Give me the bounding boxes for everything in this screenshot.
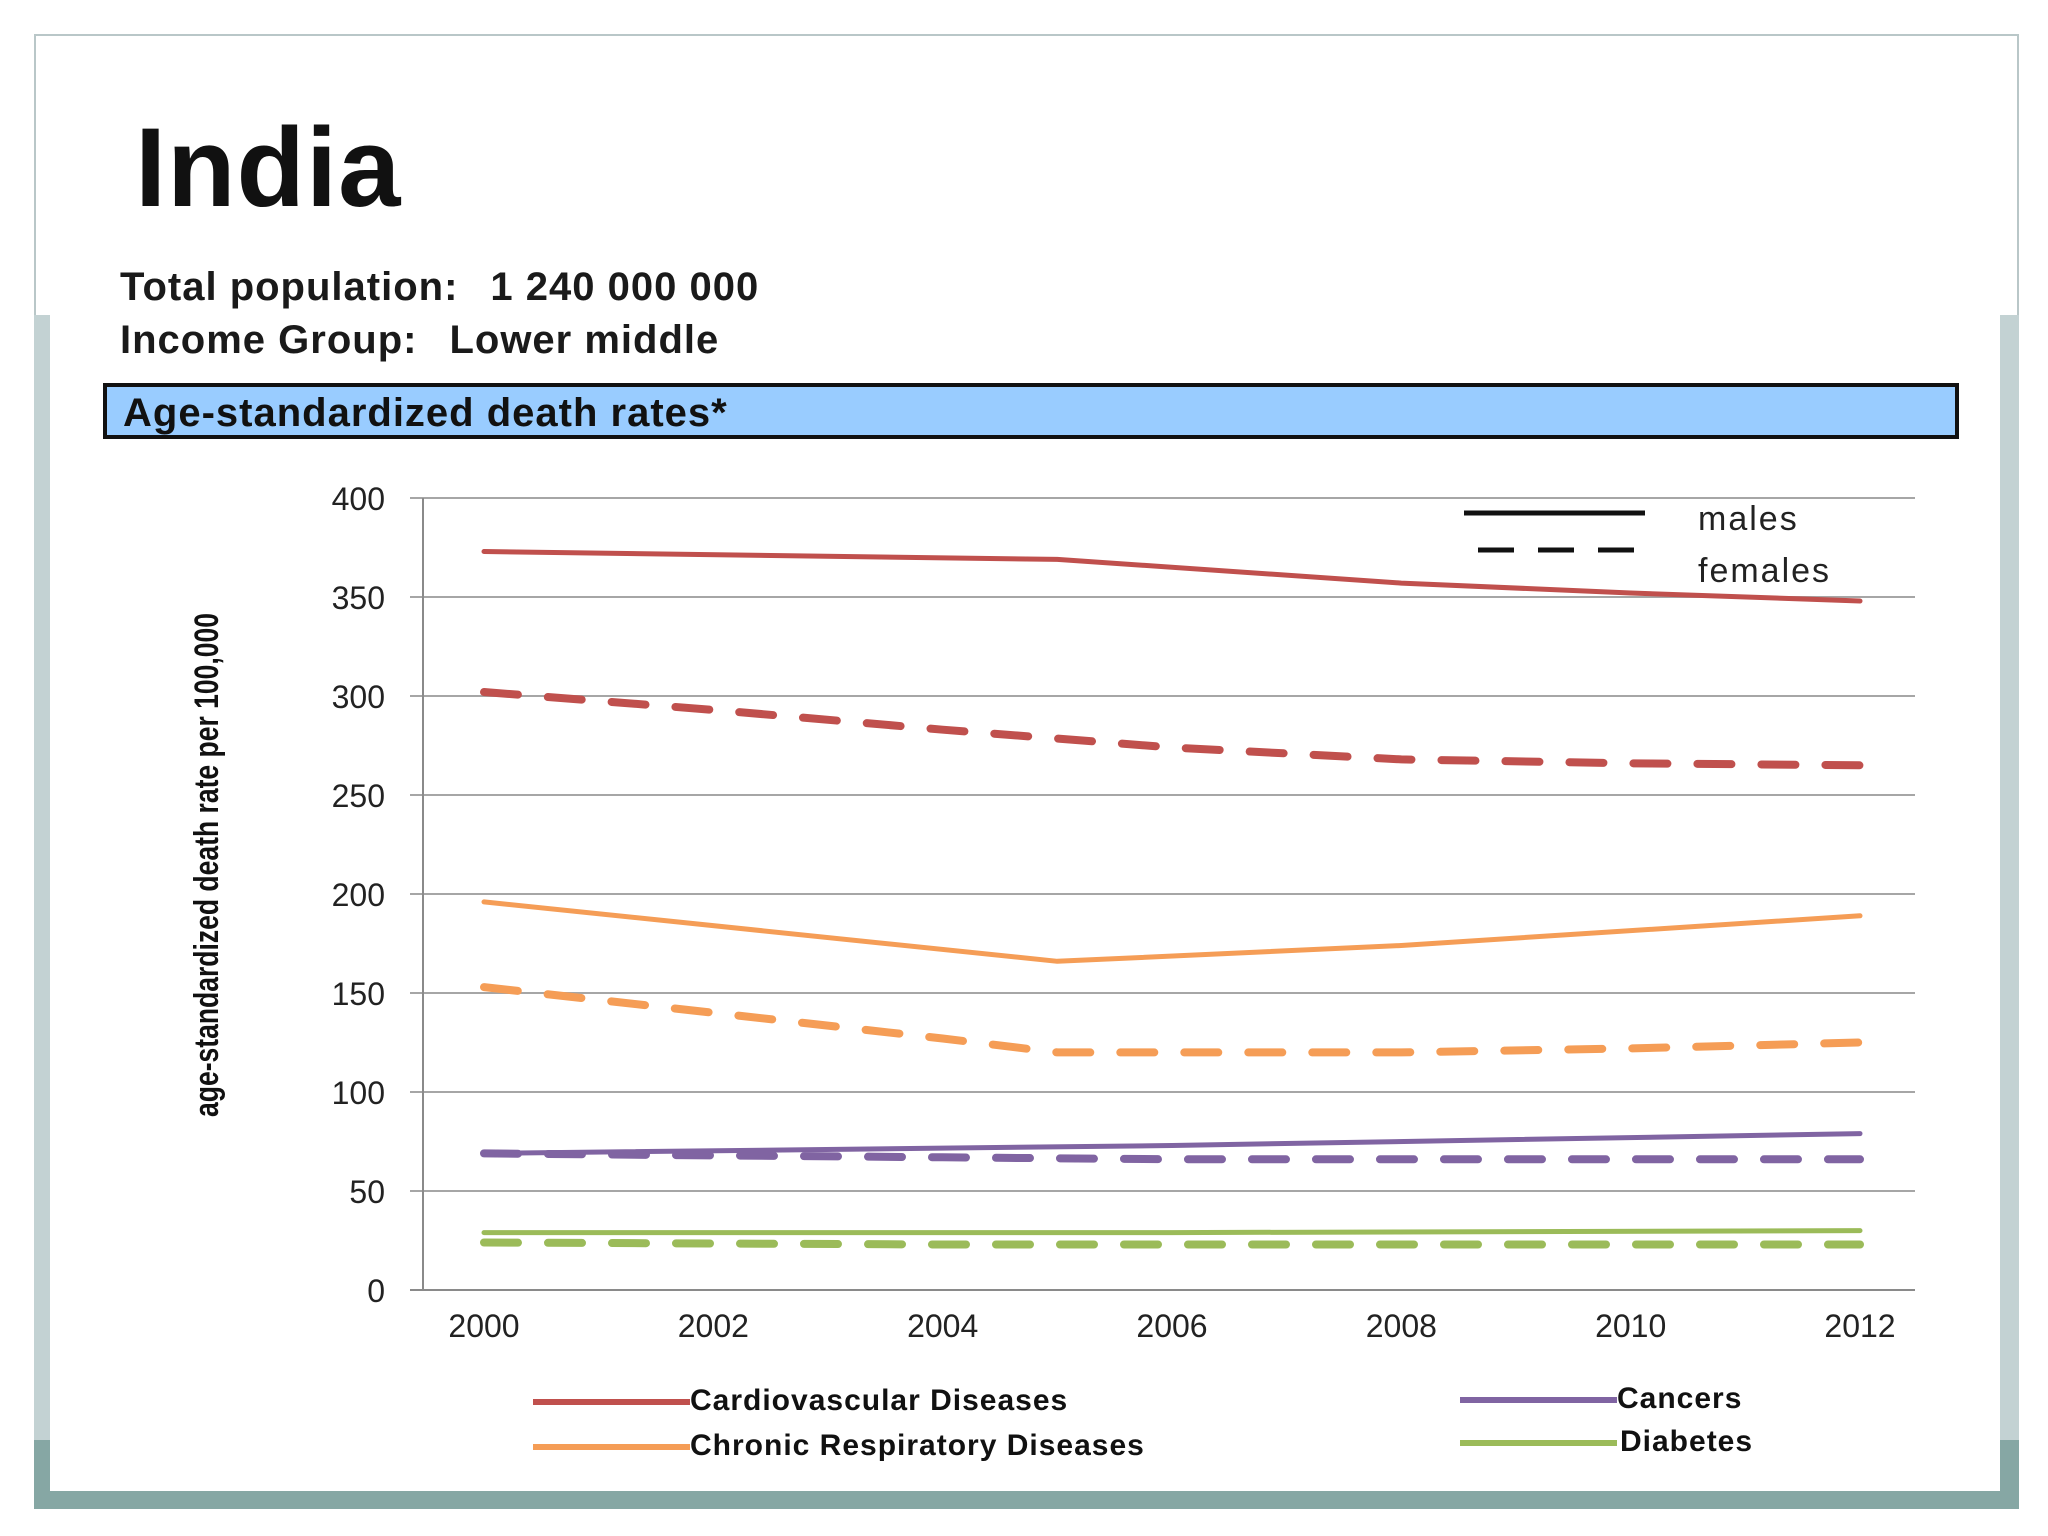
x-tick-labels: 2000 2002 2004 2006 2008 2010 2012 bbox=[448, 1308, 1895, 1344]
income-value: Lower middle bbox=[449, 318, 720, 362]
x-tick-label: 2002 bbox=[678, 1308, 749, 1344]
series-line-chronic-males bbox=[481, 899, 1863, 964]
series-layer bbox=[480, 549, 1864, 1249]
banner-text: Age-standardized death rates* bbox=[123, 391, 728, 435]
series-line-cardiovascular-females bbox=[480, 688, 1864, 770]
legend-diabetes-label: Diabetes bbox=[1620, 1425, 1753, 1458]
x-tick-label: 2008 bbox=[1366, 1308, 1437, 1344]
y-tick-label: 200 bbox=[332, 877, 385, 913]
death-rates-banner: Age-standardized death rates* bbox=[103, 383, 1959, 439]
x-tick-label: 2006 bbox=[1136, 1308, 1207, 1344]
series-line-cancers-females bbox=[480, 1149, 1864, 1164]
y-tick-label: 50 bbox=[349, 1174, 385, 1210]
y-axis-label: age-standardized death rate per 100,000 bbox=[188, 613, 226, 1117]
legend-males-label: males bbox=[1698, 500, 1799, 538]
x-tick-label: 2000 bbox=[448, 1308, 519, 1344]
legend-cancers-label: Cancers bbox=[1617, 1382, 1742, 1415]
color-legend: Cardiovascular Diseases Chronic Respirat… bbox=[533, 1382, 1753, 1462]
y-tick-label: 150 bbox=[332, 976, 385, 1012]
population-value: 1 240 000 000 bbox=[490, 265, 760, 309]
population-label: Total population: bbox=[120, 265, 459, 309]
y-tick-labels: 0 50 100 150 200 250 300 350 400 bbox=[332, 481, 385, 1309]
y-tick-label: 0 bbox=[367, 1273, 385, 1309]
grid-layer bbox=[410, 497, 1915, 1192]
series-line-chronic-females bbox=[480, 983, 1864, 1057]
legend-cvd-label: Cardiovascular Diseases bbox=[690, 1384, 1068, 1417]
x-tick-label: 2004 bbox=[907, 1308, 978, 1344]
line-style-legend: males females bbox=[1464, 500, 1831, 590]
legend-females-label: females bbox=[1698, 552, 1831, 590]
series-line-diabetes-females bbox=[480, 1238, 1864, 1249]
x-tick-label: 2010 bbox=[1595, 1308, 1666, 1344]
slide-side-band-right bbox=[2000, 315, 2019, 1509]
income-label: Income Group: bbox=[120, 318, 418, 362]
axis-layer bbox=[410, 498, 1915, 1291]
income-info: Income Group: Lower middle bbox=[120, 320, 719, 360]
y-tick-label: 400 bbox=[332, 481, 385, 517]
slide-side-band-left bbox=[34, 315, 50, 1509]
series-line-cancers-males bbox=[481, 1131, 1863, 1156]
legend-resp-label: Chronic Respiratory Diseases bbox=[690, 1429, 1145, 1462]
y-tick-label: 350 bbox=[332, 580, 385, 616]
y-tick-label: 250 bbox=[332, 778, 385, 814]
slide-title: India bbox=[135, 105, 402, 230]
series-line-diabetes-males bbox=[481, 1228, 1863, 1236]
series-line-cardiovascular-males bbox=[481, 549, 1863, 604]
y-tick-label: 300 bbox=[332, 679, 385, 715]
population-info: Total population: 1 240 000 000 bbox=[120, 267, 759, 307]
x-tick-label: 2012 bbox=[1824, 1308, 1895, 1344]
y-tick-label: 100 bbox=[332, 1075, 385, 1111]
